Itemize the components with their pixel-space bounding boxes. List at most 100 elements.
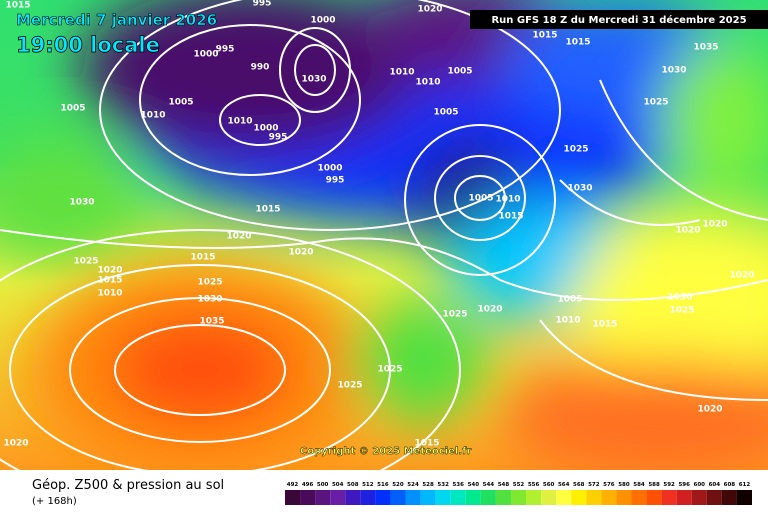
legend-label: 608 — [724, 482, 736, 488]
legend-swatch — [601, 490, 617, 505]
isobar-label: 1010 — [97, 289, 122, 299]
footer-title: Géop. Z500 & pression au sol — [32, 478, 224, 493]
isobar-label: 990 — [251, 63, 270, 73]
isobar-label: 1015 — [414, 439, 439, 449]
footer-subtitle: (+ 168h) — [32, 496, 77, 507]
legend-swatch — [285, 490, 301, 505]
isobar-label: 1010 — [389, 68, 414, 78]
legend-swatch — [706, 490, 722, 505]
isobar-label: 1005 — [60, 104, 85, 114]
legend-swatch — [526, 490, 542, 505]
isobar-label: 1000 — [193, 50, 218, 60]
isobar-label: 1030 — [69, 198, 94, 208]
run-info: Run GFS 18 Z du Mercredi 31 décembre 202… — [491, 14, 746, 26]
legend: 492 496 500 504 508 512 516 520 524 528 532 536 540 5… — [285, 482, 752, 505]
isobar-label: 1020 — [675, 226, 700, 236]
copyright: Copyright © 2025 Meteociel.fr — [300, 446, 471, 457]
isobar-label: 1015 — [5, 1, 30, 11]
legend-label: 552 — [513, 482, 525, 488]
legend-label: 504 — [332, 482, 344, 488]
isobar-label: 1010 — [415, 78, 440, 88]
legend-swatch — [510, 490, 527, 505]
legend-swatch — [345, 490, 361, 505]
legend-label: 524 — [407, 482, 419, 488]
isobar-label: 1020 — [702, 220, 727, 230]
legend-label: 540 — [468, 482, 480, 488]
isobar-label: 1005 — [447, 67, 472, 77]
legend-swatch — [420, 490, 436, 505]
legend-swatch — [390, 490, 406, 505]
legend-swatch — [315, 490, 331, 505]
legend-label: 520 — [392, 482, 404, 488]
isobar-label: 1000 — [310, 16, 335, 26]
legend-swatch — [691, 490, 707, 505]
legend-swatch — [465, 490, 481, 505]
time: 19:00 locale — [16, 33, 160, 57]
isobar-label: 1015 — [97, 276, 122, 286]
isobar-label: 1025 — [197, 278, 222, 288]
isobar-label: 1015 — [498, 212, 523, 222]
isobar-label: 1015 — [255, 205, 280, 215]
isobar-label: 1000 — [253, 124, 278, 134]
isobar-label: 1010 — [227, 117, 252, 127]
legend-label: 600 — [694, 482, 706, 488]
legend-label: 544 — [483, 482, 495, 488]
legend-swatch — [360, 490, 376, 505]
legend-swatch — [330, 490, 346, 505]
legend-label: 572 — [588, 482, 600, 488]
isobar-label: 1005 — [468, 194, 493, 204]
isobar-label: 1010 — [140, 111, 165, 121]
legend-label: 592 — [663, 482, 675, 488]
legend-label: 536 — [452, 482, 464, 488]
legend-label: 492 — [287, 482, 299, 488]
isobar-label: 1020 — [697, 405, 722, 415]
legend-swatch — [631, 490, 647, 505]
isobar-label: 1025 — [337, 381, 362, 391]
isobar-label: 1005 — [433, 108, 458, 118]
legend-label: 528 — [422, 482, 434, 488]
legend-label: 568 — [573, 482, 585, 488]
legend-label: 508 — [347, 482, 359, 488]
isobar-label: 1010 — [495, 195, 520, 205]
isobar-label: 1030 — [197, 295, 222, 305]
legend-label: 516 — [377, 482, 389, 488]
isobar-label: 995 — [269, 133, 288, 143]
legend-swatch — [676, 490, 692, 505]
legend-swatch — [556, 490, 572, 505]
legend-swatch — [721, 490, 737, 505]
isobar-label: 1020 — [97, 266, 122, 276]
legend-label: 500 — [317, 482, 329, 488]
legend-label: 556 — [528, 482, 540, 488]
date: Mercredi 7 janvier 2026 — [16, 11, 217, 29]
legend-label: 596 — [678, 482, 690, 488]
legend-label: 612 — [739, 482, 751, 488]
isobar-label: 995 — [216, 45, 235, 55]
legend-swatch — [586, 490, 602, 505]
isobar-label: 1025 — [643, 98, 668, 108]
legend-swatch — [300, 490, 316, 505]
legend-label: 584 — [633, 482, 645, 488]
legend-label: 548 — [498, 482, 510, 488]
isobar-label: 1015 — [190, 253, 215, 263]
isobar-label: 1005 — [168, 98, 193, 108]
isobar-label: 1020 — [3, 439, 28, 449]
legend-swatch — [661, 490, 677, 505]
legend-label: 580 — [618, 482, 630, 488]
isobar-label: 1030 — [301, 75, 326, 85]
isobar-label: 1020 — [288, 248, 313, 258]
legend-swatch — [495, 490, 511, 505]
isobar-label: 1025 — [73, 257, 98, 267]
isobar-label: 1005 — [557, 295, 582, 305]
legend-swatch — [480, 490, 496, 505]
isobar-label: 995 — [326, 176, 345, 186]
isobar-label: 1030 — [567, 184, 592, 194]
isobar-label: 1020 — [417, 5, 442, 15]
isobar-label: 1015 — [592, 320, 617, 330]
legend-label: 588 — [648, 482, 660, 488]
isobar-label: 1025 — [669, 306, 694, 316]
legend-label: 532 — [437, 482, 449, 488]
isobar-label: 1020 — [477, 305, 502, 315]
